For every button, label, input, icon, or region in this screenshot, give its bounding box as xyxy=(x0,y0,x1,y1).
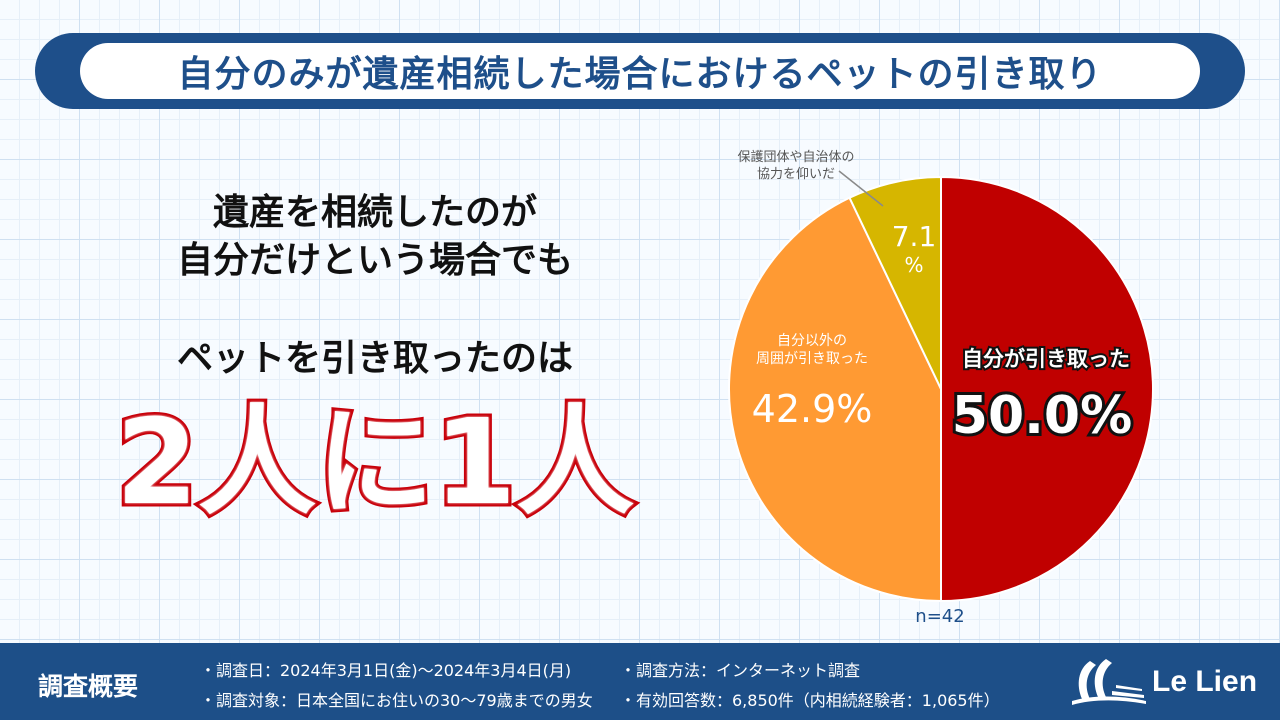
highlight-ratio: 2人に1人 xyxy=(112,390,637,535)
lead-line-1: 遺産を相続したのが xyxy=(212,192,537,233)
pie-slice-self xyxy=(940,175,1154,603)
survey-date: ・調査日：2024年3月1日(金)〜2024年3月4日(月) xyxy=(200,661,572,680)
lead-line-2: 自分だけという場合でも xyxy=(176,240,573,281)
brand-logo: Le Lien xyxy=(1068,655,1268,711)
brand-mark-icon xyxy=(1072,659,1146,705)
survey-method: ・調査方法：インターネット調査 xyxy=(620,661,861,680)
sample-size: n=42 xyxy=(915,606,964,627)
brand-name: Le Lien xyxy=(1152,665,1258,698)
pie-chart: 保護団体や自治体の 協力を仰いだ 7.1 % 自分以外の 周囲が引き取った 42… xyxy=(680,140,1220,640)
pie-slice-others xyxy=(728,196,942,603)
survey-responses: ・有効回答数：6,850件（内相続経験者：1,065件） xyxy=(620,691,1000,710)
survey-summary-footer: 調査概要 ・調査日：2024年3月1日(金)〜2024年3月4日(月) ・調査方… xyxy=(0,643,1280,720)
slice-label-organization-line2: 協力を仰いだ xyxy=(757,167,835,182)
title-banner-inner: 自分のみが遺産相続した場合におけるペットの引き取り xyxy=(80,43,1200,99)
title-banner: 自分のみが遺産相続した場合におけるペットの引き取り xyxy=(35,33,1245,109)
pie-chart-svg: 保護団体や自治体の 協力を仰いだ 7.1 % 自分以外の 周囲が引き取った 42… xyxy=(728,149,1154,627)
slice-label-organization-line1: 保護団体や自治体の xyxy=(737,149,854,165)
slice-value-organization-number: 7.1 xyxy=(892,220,937,253)
slice-value-self: 50.0% xyxy=(952,386,1132,446)
lead-line-3: ペットを引き取ったのは xyxy=(176,338,573,379)
slice-label-others-line2: 周囲が引き取った xyxy=(756,351,868,367)
slice-label-others-line1: 自分以外の xyxy=(777,333,847,349)
survey-summary-heading: 調査概要 xyxy=(38,672,139,701)
slice-value-organization-percent: % xyxy=(904,253,923,277)
pie-slice-organization xyxy=(848,175,942,390)
slice-label-self: 自分が引き取った xyxy=(962,347,1130,371)
page-title: 自分のみが遺産相続した場合におけるペットの引き取り xyxy=(177,54,1103,95)
leader-line xyxy=(838,170,884,207)
slice-value-others: 42.9% xyxy=(752,387,873,431)
survey-target: ・調査対象：日本全国にお住いの30〜79歳までの男女 xyxy=(200,691,593,710)
